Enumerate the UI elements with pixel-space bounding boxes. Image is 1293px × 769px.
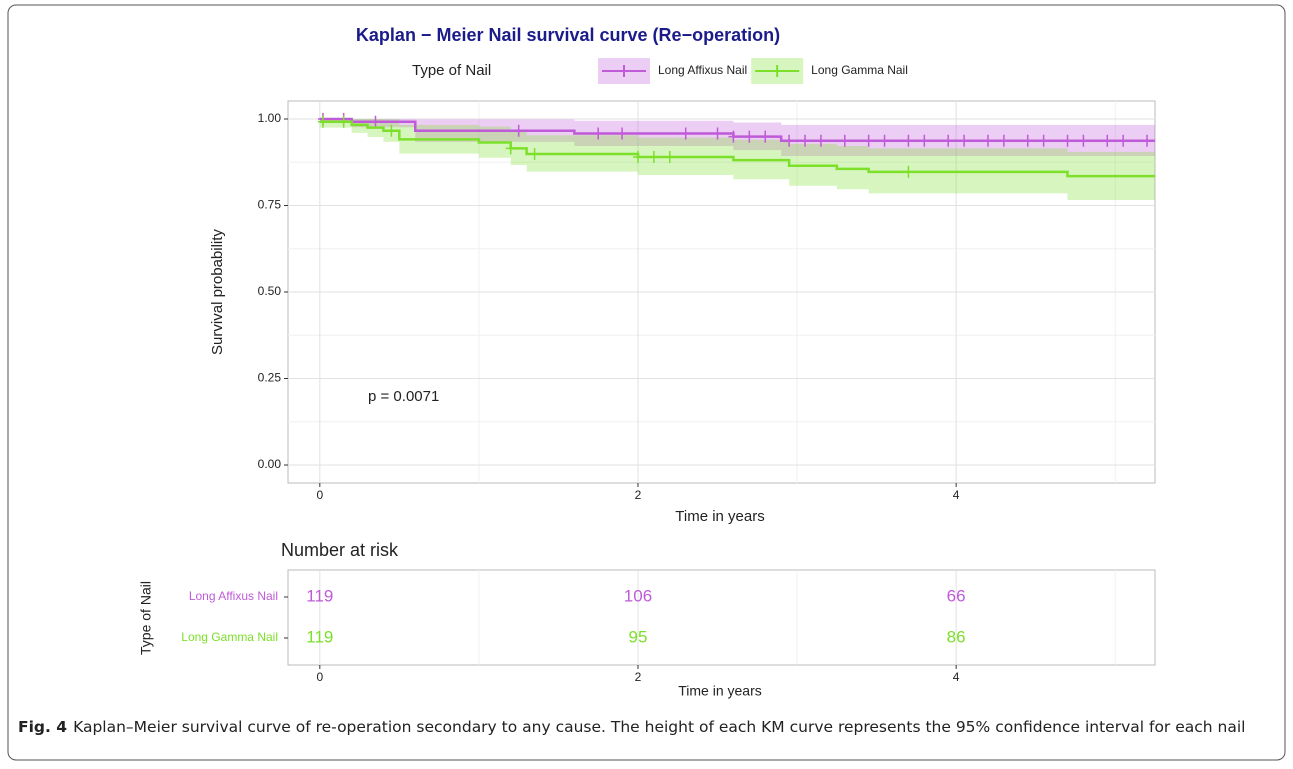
x-tick-label: 4: [953, 488, 960, 502]
censor-mark: [1142, 134, 1153, 147]
censor-mark: [386, 124, 397, 137]
censor-mark: [744, 130, 755, 143]
x-tick-label: 2: [635, 670, 642, 684]
censor-mark: [513, 124, 524, 137]
censor-mark: [943, 134, 954, 147]
risk-count: 119: [306, 586, 333, 605]
y-tick-label: 0.25: [258, 371, 282, 385]
legend-key: [755, 65, 800, 77]
legend-key: [602, 65, 646, 77]
censor-mark: [617, 127, 628, 140]
x-axis-label: Time in years: [675, 508, 764, 525]
censor-mark: [863, 134, 874, 147]
y-tick-label: 1.00: [258, 111, 282, 125]
y-tick-label: 0.50: [258, 284, 282, 298]
censor-mark: [815, 134, 826, 147]
censor-mark: [982, 134, 993, 147]
risk-title: Number at risk: [281, 540, 399, 560]
censor-mark: [800, 134, 811, 147]
censor-mark: [919, 134, 930, 147]
caption: Fig. 4 Kaplan–Meier survival curve of re-…: [18, 716, 1280, 739]
x-tick-label: 0: [316, 670, 323, 684]
x-tick-label: 2: [635, 488, 642, 502]
censor-mark: [1078, 134, 1089, 147]
censor-mark: [712, 127, 723, 140]
risk-count: 66: [947, 586, 966, 605]
censor-mark: [1062, 134, 1073, 147]
legend-title: Type of Nail: [412, 62, 491, 79]
y-tick-label: 0.00: [258, 457, 282, 471]
caption-text: Kaplan–Meier survival curve of re-operat…: [73, 718, 1246, 736]
risk-count: 106: [624, 586, 652, 605]
censor-mark: [505, 142, 516, 155]
figure-frame: [7, 4, 1286, 761]
censor-mark: [338, 115, 349, 128]
risk-panel: [287, 569, 1156, 666]
censor-mark: [370, 115, 381, 128]
censor-mark: [317, 115, 328, 128]
risk-count: 119: [306, 627, 333, 646]
risk-y-label: Type of Nail: [138, 581, 154, 655]
x-tick-label: 4: [953, 670, 960, 684]
risk-row-label: Long Affixus Nail: [189, 589, 278, 603]
chart-title: Kaplan − Meier Nail survival curve (Re−o…: [356, 25, 780, 45]
risk-count: 86: [947, 627, 966, 646]
survival-curve: [319, 120, 1155, 178]
censor-mark: [784, 134, 795, 147]
risk-x-label: Time in years: [678, 683, 762, 699]
censor-mark: [728, 130, 739, 143]
censor-mark: [593, 127, 604, 140]
censor-mark: [879, 134, 890, 147]
annotation: p = 0.0071: [368, 388, 439, 405]
censor-mark: [839, 134, 850, 147]
censor-mark: [632, 151, 643, 164]
censor-mark: [1022, 134, 1033, 147]
censor-mark: [959, 134, 970, 147]
censor-mark: [760, 130, 771, 143]
censor-mark: [1118, 134, 1129, 147]
risk-row-label: Long Gamma Nail: [181, 630, 278, 644]
y-tick-label: 0.75: [258, 198, 282, 212]
legend-label: Long Affixus Nail: [658, 63, 747, 77]
censor-mark: [680, 127, 691, 140]
risk-count: 95: [629, 627, 648, 646]
censor-mark: [998, 134, 1009, 147]
censor-mark: [648, 151, 659, 164]
censor-mark: [664, 151, 675, 164]
censor-mark: [529, 147, 540, 160]
censor-mark: [903, 165, 914, 178]
censor-mark: [1038, 134, 1049, 147]
legend-label: Long Gamma Nail: [811, 63, 908, 77]
censor-mark: [1102, 134, 1113, 147]
y-axis-label: Survival probability: [209, 229, 226, 355]
x-tick-label: 0: [316, 488, 323, 502]
caption-label: Fig. 4: [18, 718, 68, 736]
censor-mark: [903, 134, 914, 147]
